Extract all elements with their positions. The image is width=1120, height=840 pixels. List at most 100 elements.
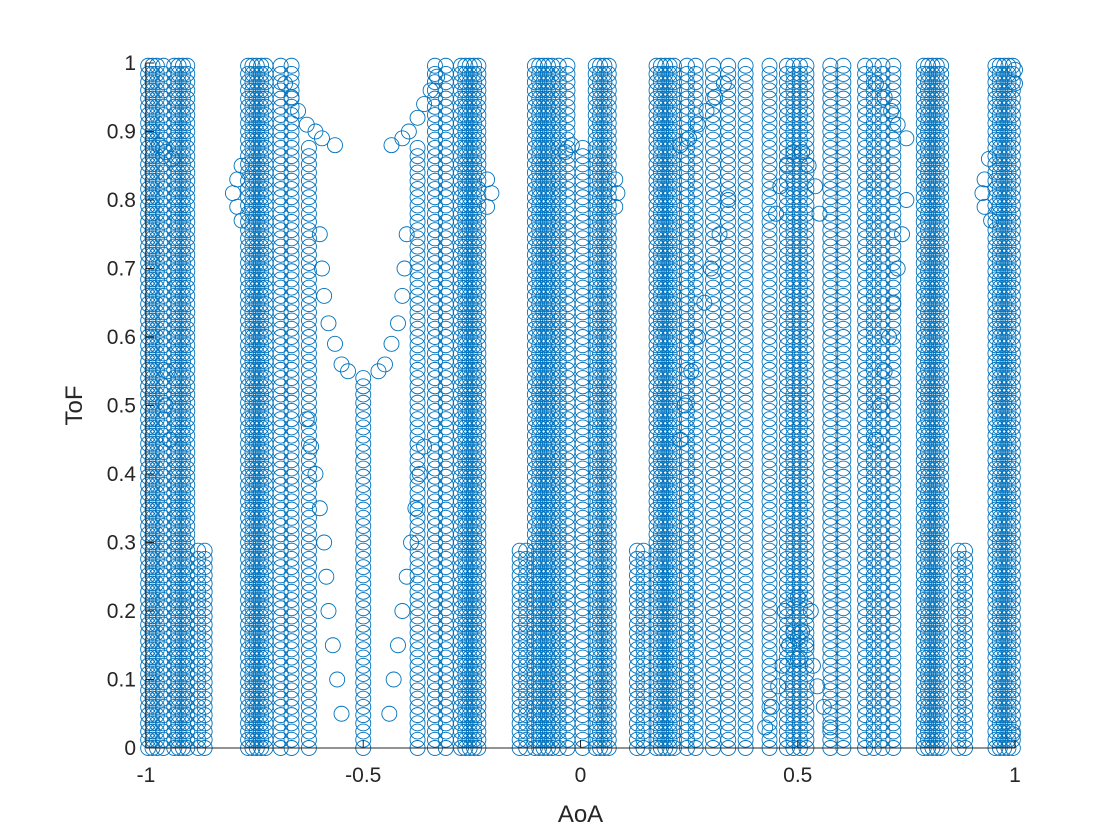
data-point: [170, 731, 187, 748]
data-point: [466, 107, 482, 124]
data-point: [166, 435, 183, 452]
data-point: [531, 386, 548, 403]
data-point: [244, 731, 261, 748]
data-point: [526, 279, 543, 296]
data-point: [240, 230, 257, 247]
data-point: [179, 189, 196, 206]
data-point: [526, 542, 543, 559]
data-point: [453, 353, 469, 370]
data-point: [470, 550, 487, 567]
data-point: [272, 435, 289, 452]
data-point: [272, 419, 289, 436]
data-point: [253, 567, 270, 584]
data-point: [531, 131, 548, 148]
data-point: [470, 682, 487, 699]
data-point: [166, 633, 183, 650]
data-point: [300, 139, 317, 156]
data-point: [526, 263, 543, 280]
data-point: [170, 181, 187, 197]
data-point: [426, 312, 443, 329]
data-point: [531, 419, 548, 436]
data-point: [457, 107, 474, 124]
data-point: [300, 690, 317, 707]
data-point: [355, 624, 372, 641]
data-point: [409, 139, 426, 156]
data-point: [409, 378, 426, 395]
data-point: [457, 271, 474, 288]
data-point: [253, 238, 270, 255]
data-point: [453, 148, 469, 165]
data-point: [457, 542, 474, 559]
data-point: [426, 131, 443, 148]
data-point: [248, 131, 265, 148]
data-point: [426, 172, 443, 189]
data-point: [179, 361, 196, 378]
data-point: [190, 674, 207, 691]
data-point: [457, 452, 474, 469]
data-point: [179, 674, 196, 691]
data-point: [174, 501, 191, 518]
data-point: [190, 592, 207, 608]
data-point: [166, 600, 183, 617]
data-point: [166, 213, 183, 230]
data-point: [426, 411, 443, 428]
data-point: [283, 657, 300, 674]
data-point: [244, 329, 261, 345]
data-point: [355, 674, 372, 691]
data-point: [240, 600, 257, 617]
data-point: [461, 238, 478, 255]
data-point: [526, 164, 543, 181]
data-point: [466, 616, 482, 633]
data-point: [272, 98, 289, 115]
data-point: [196, 567, 213, 584]
data-point: [170, 57, 187, 74]
data-point: [409, 279, 426, 296]
data-point: [461, 419, 478, 436]
data-point: [457, 468, 474, 485]
data-point: [148, 575, 165, 592]
data-point: [470, 90, 487, 107]
data-point: [272, 148, 289, 165]
data-point: [170, 386, 187, 403]
data-point: [453, 731, 469, 748]
data-point: [148, 394, 165, 411]
data-point: [409, 550, 426, 567]
data-point: [148, 518, 165, 535]
data-point: [272, 131, 289, 148]
data-point: [179, 624, 196, 641]
data-point: [526, 123, 543, 140]
data-point: [174, 57, 191, 74]
data-point: [253, 74, 270, 91]
data-point: [457, 559, 474, 576]
data-point: [244, 723, 261, 740]
data-point: [461, 353, 478, 370]
data-point: [174, 246, 191, 263]
data-point: [148, 82, 165, 99]
data-point: [179, 542, 196, 559]
data-point: [283, 353, 300, 370]
data-point: [248, 345, 265, 362]
data-point: [461, 394, 478, 411]
data-point: [426, 559, 443, 576]
data-point: [426, 82, 443, 99]
data-point: [409, 238, 426, 255]
data-point: [457, 74, 474, 91]
data-point: [470, 592, 487, 608]
data-point: [179, 213, 196, 230]
data-point: [466, 370, 482, 387]
data-point: [170, 312, 187, 329]
data-point: [240, 633, 257, 650]
data-point: [144, 550, 161, 567]
data-point: [457, 394, 474, 411]
data-point: [174, 477, 191, 493]
data-point: [272, 518, 289, 535]
data-point: [461, 255, 478, 271]
data-point: [457, 477, 474, 493]
data-point: [461, 715, 478, 732]
data-point: [244, 715, 261, 732]
data-point: [144, 139, 161, 156]
data-point: [461, 477, 478, 493]
data-point: [457, 370, 474, 387]
data-point: [526, 509, 543, 526]
data-point: [272, 444, 289, 461]
